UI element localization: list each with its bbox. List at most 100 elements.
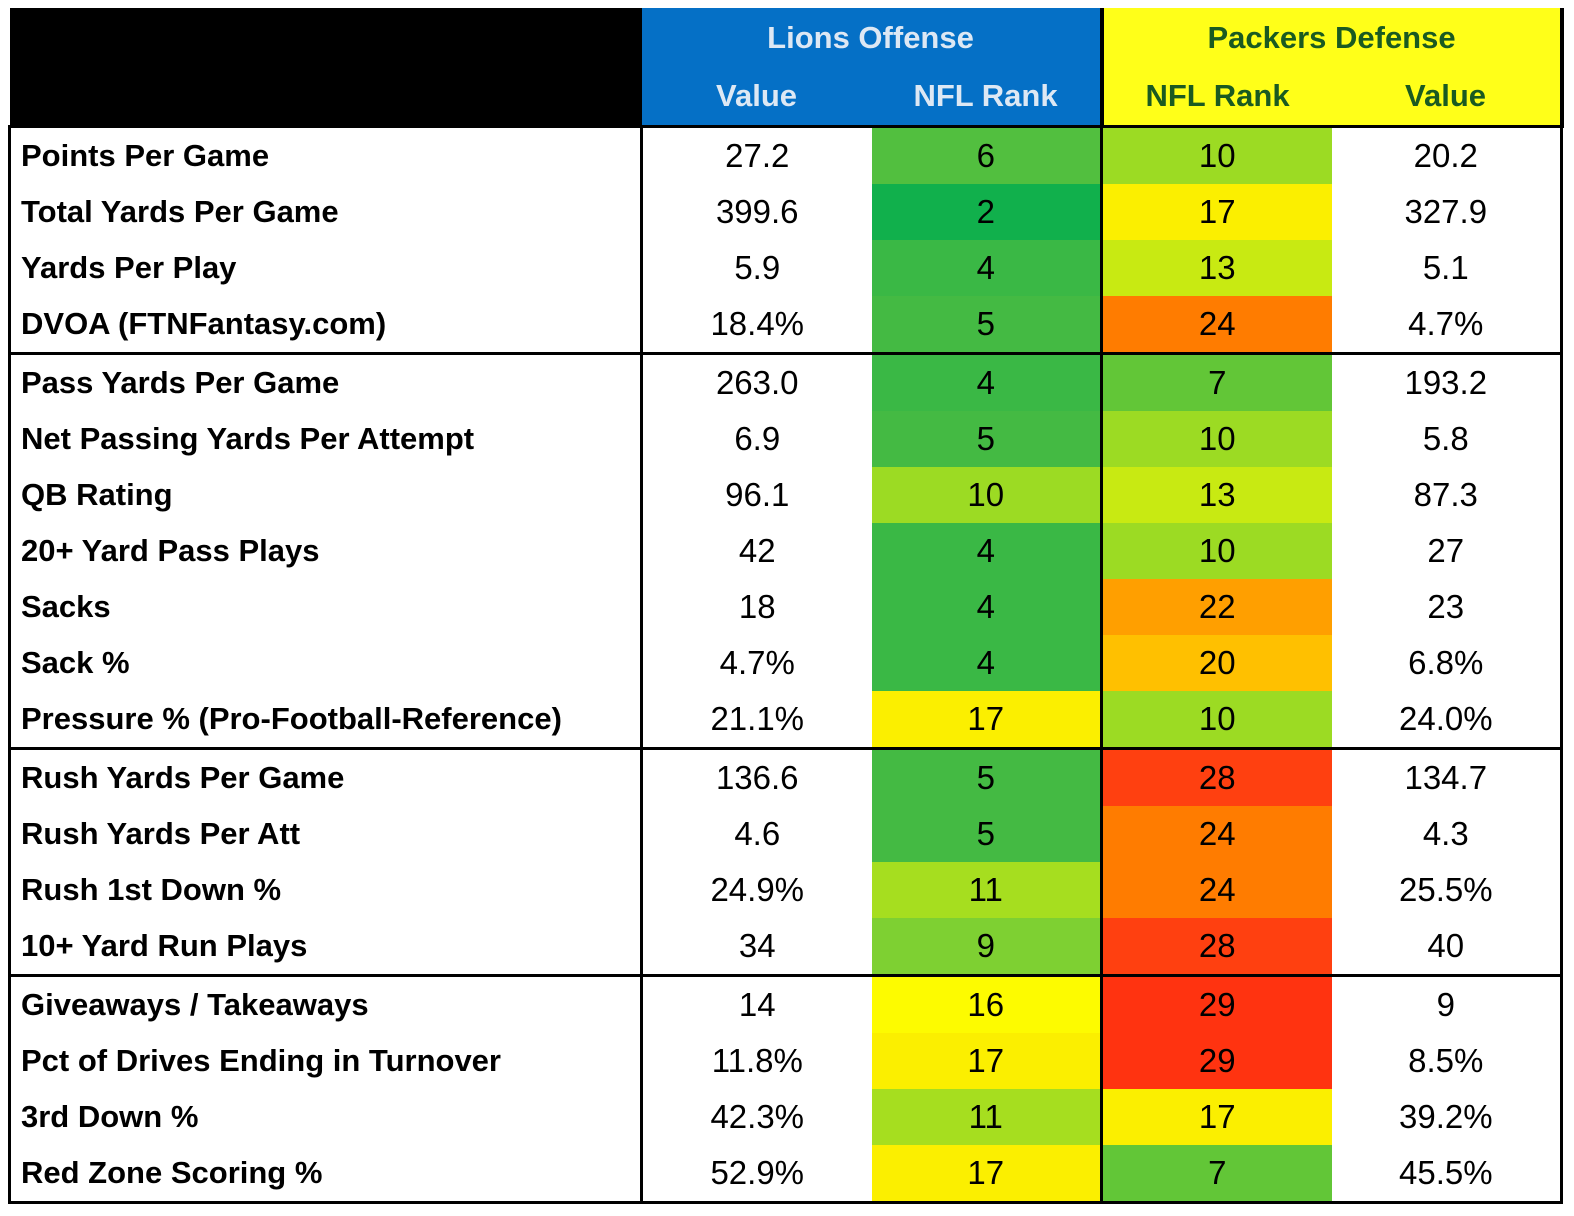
packers-value-cell: 40 (1331, 918, 1564, 976)
stat-label: 3rd Down % (8, 1089, 643, 1145)
table-row: Net Passing Yards Per Attempt 6.9 5 10 5.8 (8, 411, 1564, 467)
packers-rank-cell: 24 (1100, 862, 1332, 918)
packers-rank-cell: 22 (1100, 579, 1332, 635)
stat-label: Sacks (8, 579, 643, 635)
packers-rank-cell: 28 (1100, 918, 1332, 976)
lions-value-cell: 6.9 (734, 420, 781, 457)
packers-rank-cell: 7 (1100, 1145, 1332, 1204)
lions-rank-cell: 9 (871, 918, 1102, 976)
lions-rank-cell: 17 (871, 1145, 1102, 1204)
packers-value-cell: 5.1 (1331, 240, 1564, 296)
table-row: 3rd Down % 42.3% 11 17 39.2% (8, 1089, 1564, 1145)
lions-value-cell: 18 (738, 588, 776, 625)
packers-value-cell: 20.2 (1331, 125, 1564, 184)
packers-value-cell: 327.9 (1331, 184, 1564, 240)
lions-value-cell: 4.7% (719, 644, 795, 681)
packers-rank-cell: 20 (1100, 635, 1332, 691)
table-row: Yards Per Play 5.9 4 13 5.1 (8, 240, 1564, 296)
packers-rank-cell: 28 (1100, 747, 1332, 806)
packers-value-cell: 8.5% (1331, 1033, 1564, 1089)
stat-label: Red Zone Scoring % (8, 1145, 643, 1204)
packers-nfl-rank-header: NFL Rank (1099, 67, 1332, 127)
table-row: Sack % 4.7% 4 20 6.8% (8, 635, 1564, 691)
lions-value-cell: 263.0 (641, 352, 872, 411)
stat-label: Pressure % (Pro-Football-Reference) (8, 691, 643, 749)
table-row: Giveaways / Takeaways 14 16 29 9 (8, 974, 1564, 1033)
packers-rank-cell: 10 (1100, 523, 1332, 579)
packers-rank-cell: 29 (1100, 1033, 1332, 1089)
packers-rank-cell: 7 (1100, 352, 1332, 411)
lions-rank-cell: 5 (871, 296, 1102, 354)
stat-label: Yards Per Play (8, 240, 643, 296)
stat-label: 20+ Yard Pass Plays (8, 523, 643, 579)
lions-value-cell: 96.1 (725, 476, 790, 513)
table-row: DVOA (FTNFantasy.com) 18.4% 5 24 4.7% (8, 296, 1564, 354)
packers-rank-cell: 24 (1100, 806, 1332, 862)
lions-value-header: Value (641, 67, 872, 127)
stat-label: 10+ Yard Run Plays (8, 918, 643, 976)
lions-rank-cell: 17 (871, 691, 1102, 749)
packers-rank-cell: 10 (1100, 125, 1332, 184)
lions-rank-cell: 4 (871, 352, 1102, 411)
packers-rank-cell: 24 (1100, 296, 1332, 354)
stat-label: Pass Yards Per Game (8, 352, 643, 411)
lions-value-cell: 136.6 (641, 747, 872, 806)
stat-label: Giveaways / Takeaways (8, 974, 643, 1033)
table-row: Pass Yards Per Game 263.0 4 7 193.2 (8, 352, 1564, 411)
packers-value-cell: 193.2 (1331, 352, 1564, 411)
packers-rank-cell: 13 (1100, 467, 1332, 523)
lions-rank-cell: 4 (871, 579, 1102, 635)
stat-label: Rush Yards Per Game (8, 747, 643, 806)
table-row: Rush Yards Per Game 136.6 5 28 134.7 (8, 747, 1564, 806)
lions-rank-cell: 11 (871, 862, 1102, 918)
packers-rank-cell: 17 (1100, 1089, 1332, 1145)
lions-value-cell: 18.4% (710, 305, 805, 342)
lions-value-cell: 5.9 (734, 249, 781, 286)
lions-rank-cell: 5 (871, 747, 1102, 806)
lions-rank-cell: 4 (871, 240, 1102, 296)
lions-value-cell: 42.3% (710, 1098, 805, 1135)
header-blank-cell (9, 8, 642, 127)
packers-value-cell: 23 (1331, 579, 1564, 635)
lions-rank-cell: 5 (871, 806, 1102, 862)
lions-vs-packers-table: Lions Offense Packers Defense Value NFL … (8, 8, 1564, 1204)
lions-rank-cell: 6 (871, 125, 1102, 184)
lions-rank-cell: 4 (871, 523, 1102, 579)
table-row: 10+ Yard Run Plays 34 9 28 40 (8, 918, 1564, 976)
lions-rank-cell: 11 (871, 1089, 1102, 1145)
packers-rank-cell: 17 (1100, 184, 1332, 240)
lions-rank-cell: 16 (871, 974, 1102, 1033)
stat-label: Net Passing Yards Per Attempt (8, 411, 643, 467)
packers-value-cell: 25.5% (1331, 862, 1564, 918)
packers-value-cell: 45.5% (1331, 1145, 1564, 1204)
stats-body: Points Per Game 27.2 6 10 20.2 Total Yards Pe… (8, 125, 1564, 1204)
lions-value-cell: 11.8% (711, 1042, 803, 1079)
stat-label: QB Rating (8, 467, 643, 523)
stat-label: Points Per Game (8, 125, 643, 184)
table-row: 20+ Yard Pass Plays 42 4 10 27 (8, 523, 1564, 579)
packers-value-cell: 5.8 (1331, 411, 1564, 467)
packers-value-cell: 9 (1331, 974, 1564, 1033)
packers-rank-cell: 13 (1100, 240, 1332, 296)
table-row: Pct of Drives Ending in Turnover 11.8% 17 2… (8, 1033, 1564, 1089)
packers-value-cell: 134.7 (1331, 747, 1564, 806)
lions-value-cell: 52.9% (641, 1145, 872, 1204)
table-row: QB Rating 96.1 10 13 87.3 (8, 467, 1564, 523)
packers-value-cell: 4.7% (1331, 296, 1564, 354)
packers-value-header: Value (1331, 67, 1564, 127)
lions-value-cell: 34 (738, 927, 776, 964)
lions-rank-cell: 17 (871, 1033, 1102, 1089)
table-row: Sacks 18 4 22 23 (8, 579, 1564, 635)
table-row: Rush 1st Down % 24.9% 11 24 25.5% (8, 862, 1564, 918)
stat-label: Rush 1st Down % (8, 862, 643, 918)
packers-value-cell: 6.8% (1331, 635, 1564, 691)
header-row-columns: Value NFL Rank NFL Rank Value (10, 67, 1564, 127)
packers-rank-cell: 10 (1100, 411, 1332, 467)
table-row: Total Yards Per Game 399.6 2 17 327.9 (8, 184, 1564, 240)
stat-label: Total Yards Per Game (8, 184, 643, 240)
packers-rank-cell: 29 (1100, 974, 1332, 1033)
lions-value-cell: 399.6 (715, 193, 799, 230)
packers-value-cell: 4.3 (1331, 806, 1564, 862)
table-row: Pressure % (Pro-Football-Reference) 21.1%… (8, 691, 1564, 749)
lions-value-cell: 42 (738, 532, 776, 569)
